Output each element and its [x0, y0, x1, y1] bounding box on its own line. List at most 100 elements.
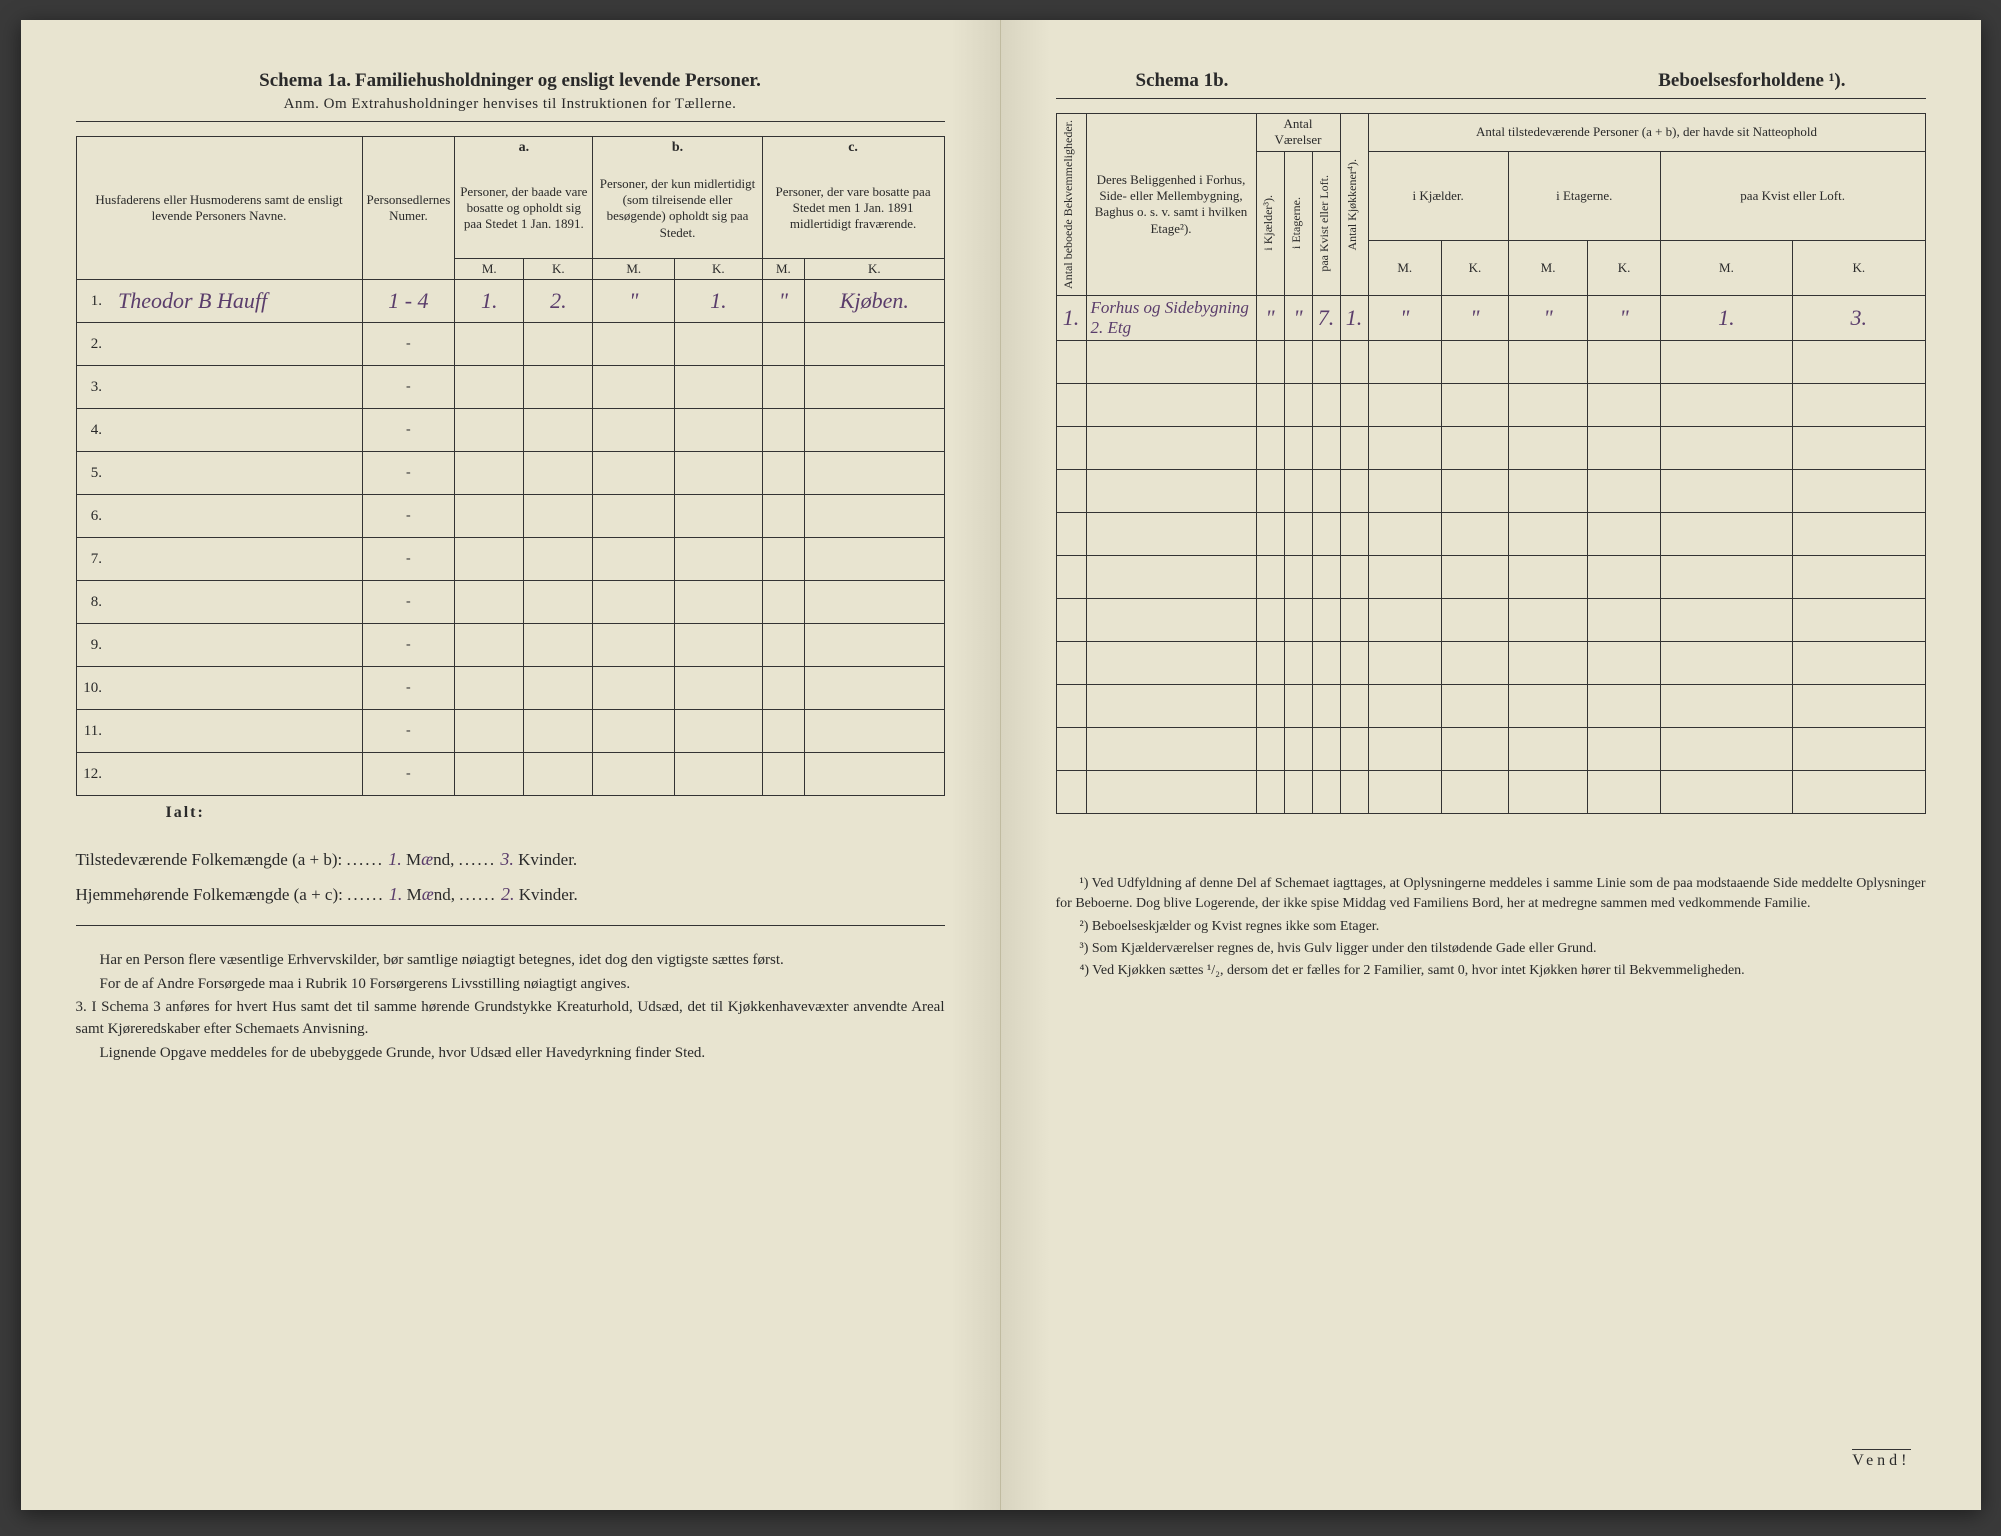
col-a-letter: a. — [455, 137, 593, 159]
fn3: ³) Som Kjælderværelser regnes de, hvis G… — [1056, 939, 1926, 959]
row-cm — [762, 667, 804, 710]
table-row: 12. - — [76, 753, 944, 796]
row-name — [112, 366, 362, 409]
table-row — [1056, 598, 1925, 641]
row-kk — [1340, 512, 1368, 555]
col-etag: i Etagerne. — [1289, 193, 1304, 253]
row-kk: 1. — [1340, 295, 1368, 340]
row-beligg — [1086, 426, 1256, 469]
right-page: Schema 1b. Beboelsesforholdene ¹). Antal… — [1001, 20, 1981, 1510]
row-ck — [805, 710, 944, 753]
row-et — [1284, 684, 1312, 727]
row-name — [112, 323, 362, 366]
row-kv — [1312, 340, 1340, 383]
row-tkvk — [1793, 383, 1925, 426]
fn4: ⁴) Ved Kjøkken sættes ¹/₂, dersom det er… — [1056, 961, 1926, 981]
row-am: 1. — [455, 280, 524, 323]
row-cm: " — [762, 280, 804, 323]
row-n — [1056, 727, 1086, 770]
vend-label: Vend! — [1852, 1449, 1910, 1470]
row-et — [1284, 426, 1312, 469]
table-row — [1056, 426, 1925, 469]
right-title-row: Schema 1b. Beboelsesforholdene ¹). — [1056, 70, 1926, 92]
row-tkjm — [1368, 770, 1441, 813]
row-tetm — [1508, 555, 1588, 598]
row-ps: - — [362, 366, 455, 409]
row-tkjm: " — [1368, 295, 1441, 340]
row-ps: - — [362, 495, 455, 538]
row-name — [112, 581, 362, 624]
row-bk — [675, 710, 763, 753]
row-cm — [762, 624, 804, 667]
row-bk — [675, 624, 763, 667]
row-am — [455, 667, 524, 710]
row-beligg: Forhus og Sidebygning 2. Etg — [1086, 295, 1256, 340]
row-num: 8. — [76, 581, 112, 624]
row-tkvk — [1793, 469, 1925, 512]
row-beligg — [1086, 340, 1256, 383]
right-rule — [1056, 98, 1926, 99]
row-ak — [524, 409, 593, 452]
row-tkvk — [1793, 684, 1925, 727]
col-beligg: Deres Beliggenhed i Forhus, Side- eller … — [1086, 114, 1256, 296]
col-b-text: Personer, der kun midlertidigt (som tilr… — [593, 159, 762, 259]
table-row — [1056, 684, 1925, 727]
table-row: 1. Forhus og Sidebygning 2. Etg " " 7. 1… — [1056, 295, 1925, 340]
row-kv: 7. — [1312, 295, 1340, 340]
table-row: 11. - — [76, 710, 944, 753]
row-n — [1056, 598, 1086, 641]
fn2: ²) Beboelseskjælder og Kvist regnes ikke… — [1056, 917, 1926, 937]
row-tkjm — [1368, 555, 1441, 598]
table-row: 8. - — [76, 581, 944, 624]
row-bm — [593, 710, 675, 753]
col-c-text: Personer, der vare bosatte paa Stedet me… — [762, 159, 944, 259]
right-footnotes: ¹) Ved Udfyldning af denne Del af Schema… — [1056, 874, 1926, 981]
row-et — [1284, 469, 1312, 512]
row-kk — [1340, 340, 1368, 383]
table-row: 6. - — [76, 495, 944, 538]
document-spread: Schema 1a. Familiehusholdninger og ensli… — [21, 20, 1981, 1510]
col-t-etag: i Etagerne. — [1508, 151, 1660, 241]
col-kjaelder: i Kjælder³). — [1261, 191, 1276, 255]
row-name — [112, 667, 362, 710]
col-name: Husfaderens eller Husmoderens samt de en… — [76, 137, 362, 280]
row-ak — [524, 753, 593, 796]
row-ak — [524, 667, 593, 710]
row-num: 10. — [76, 667, 112, 710]
row-kk — [1340, 684, 1368, 727]
row-ps: - — [362, 753, 455, 796]
table-row: 4. - — [76, 409, 944, 452]
row-name — [112, 495, 362, 538]
row-cm — [762, 366, 804, 409]
table-row: 9. - — [76, 624, 944, 667]
row-beligg — [1086, 469, 1256, 512]
row-n — [1056, 383, 1086, 426]
row-bm — [593, 538, 675, 581]
table-row — [1056, 770, 1925, 813]
row-kk — [1340, 770, 1368, 813]
row-tetk — [1588, 641, 1660, 684]
row-bm — [593, 366, 675, 409]
row-tetm — [1508, 727, 1588, 770]
row-tetk — [1588, 684, 1660, 727]
row-kk — [1340, 426, 1368, 469]
row-n — [1056, 770, 1086, 813]
row-bk — [675, 409, 763, 452]
row-tkjk — [1441, 383, 1508, 426]
row-name — [112, 409, 362, 452]
row-et — [1284, 512, 1312, 555]
row-tetm — [1508, 770, 1588, 813]
row-tkjm — [1368, 340, 1441, 383]
col-b-letter: b. — [593, 137, 762, 159]
row-cm — [762, 452, 804, 495]
schema-1a-title: Familiehusholdninger og ensligt levende … — [355, 70, 761, 91]
row-kj — [1256, 727, 1284, 770]
row-am — [455, 366, 524, 409]
row-tetm — [1508, 340, 1588, 383]
col-kvist: paa Kvist eller Loft. — [1317, 171, 1332, 276]
t-kj-m: M. — [1368, 241, 1441, 296]
row-name — [112, 538, 362, 581]
col-c-k: K. — [805, 259, 944, 280]
left-rule-2 — [76, 925, 945, 926]
row-bm — [593, 452, 675, 495]
